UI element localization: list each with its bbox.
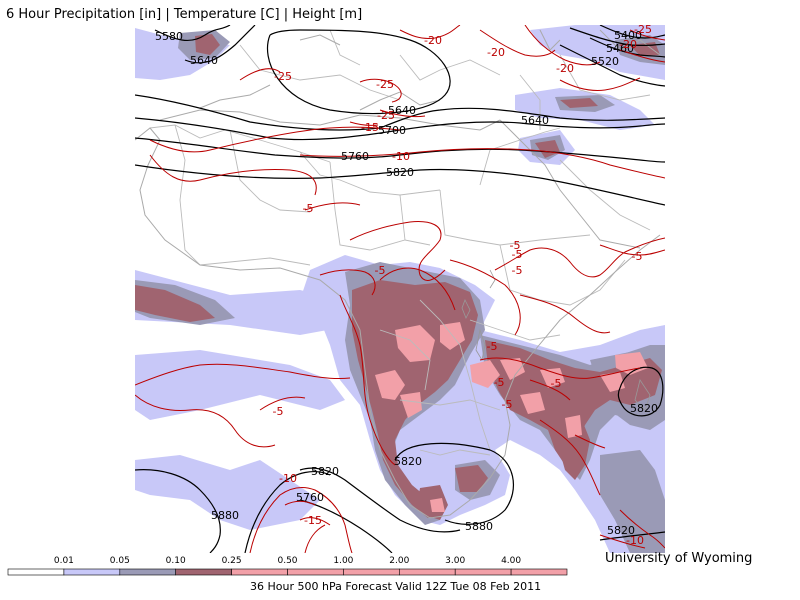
height-label: 5400 (614, 29, 642, 42)
temperature-label: -5 (512, 264, 523, 277)
temperature-label: -10 (392, 150, 410, 163)
height-label: 5460 (606, 42, 634, 55)
temperature-label: -25 (274, 70, 292, 83)
height-label: 5580 (155, 30, 183, 43)
height-label: 5820 (607, 524, 635, 537)
height-label: 5820 (311, 465, 339, 478)
legend-color-bar (7, 568, 568, 576)
map-title: 6 Hour Precipitation [in] | Temperature … (6, 7, 363, 22)
legend-swatch (398, 568, 456, 576)
legend-swatch (454, 568, 512, 576)
temperature-label: -5 (375, 264, 386, 277)
legend-swatch (175, 568, 232, 576)
legend-tick-label: 0.10 (165, 556, 186, 566)
temperature-label: -20 (424, 34, 442, 47)
legend-tick-label: 0.01 (53, 556, 74, 566)
temperature-label: -5 (512, 248, 523, 261)
temperature-label: -5 (487, 340, 498, 353)
height-label: 5640 (388, 104, 416, 117)
temperature-label: -25 (376, 78, 394, 91)
legend-tick-label: 3.00 (445, 556, 466, 566)
legend-swatch (231, 568, 288, 576)
height-label: 5640 (190, 54, 218, 67)
height-label: 5820 (386, 166, 414, 179)
legend-tick-label: 0.25 (221, 556, 242, 566)
height-contours (135, 25, 665, 553)
height-label: 5880 (211, 509, 239, 522)
temperature-label: -5 (632, 250, 643, 263)
legend-swatch (287, 568, 344, 576)
temperature-label: -15 (304, 514, 322, 527)
height-label: 5760 (341, 150, 369, 163)
lake-outlines (461, 269, 651, 411)
temperature-label: -20 (487, 46, 505, 59)
legend-tick-label: 2.00 (389, 556, 410, 566)
legend-swatch (7, 568, 65, 576)
legend-tick-label: 0.50 (277, 556, 298, 566)
temperature-contour-labels: -20 -25 -25 -25 -20 -15 -10 -5 -5 -5 -5 … (273, 23, 652, 547)
forecast-valid-text: 36 Hour 500 hPa Forecast Valid 12Z Tue 0… (250, 580, 542, 593)
temperature-label: -5 (273, 405, 284, 418)
height-label: 5520 (591, 55, 619, 68)
height-label: 5760 (296, 491, 324, 504)
height-label: 5820 (630, 402, 658, 415)
temperature-label: -5 (551, 377, 562, 390)
temperature-label: -25 (634, 23, 652, 36)
legend-swatch (63, 568, 121, 576)
temperature-label: -5 (303, 202, 314, 215)
legend-tick-label: 4.00 (501, 556, 522, 566)
temperature-label: -15 (361, 121, 379, 134)
temperature-label: -20 (619, 38, 637, 51)
height-label: 5880 (465, 520, 493, 533)
height-label: 5640 (521, 114, 549, 127)
legend-swatch (119, 568, 177, 576)
temperature-label: -5 (494, 376, 505, 389)
temperature-label: -20 (556, 62, 574, 75)
legend-tick-label: 1.00 (333, 556, 354, 566)
temperature-label: -10 (626, 534, 644, 547)
temperature-label: -25 (377, 109, 395, 122)
height-label: 5820 (394, 455, 422, 468)
height-label: 5700 (378, 124, 406, 137)
temperature-label: -10 (279, 472, 297, 485)
height-contour-labels: 5580 5640 5640 5700 5760 5820 5640 5400 … (155, 29, 658, 537)
credit-text: University of Wyoming (605, 551, 753, 566)
temperature-label: -5 (510, 239, 521, 252)
coastlines (135, 29, 661, 519)
legend-tick-label: 0.05 (109, 556, 130, 566)
temperature-contours (135, 25, 665, 553)
temperature-label: -5 (502, 398, 513, 411)
legend-swatch (343, 568, 400, 576)
legend-swatch (510, 568, 568, 576)
